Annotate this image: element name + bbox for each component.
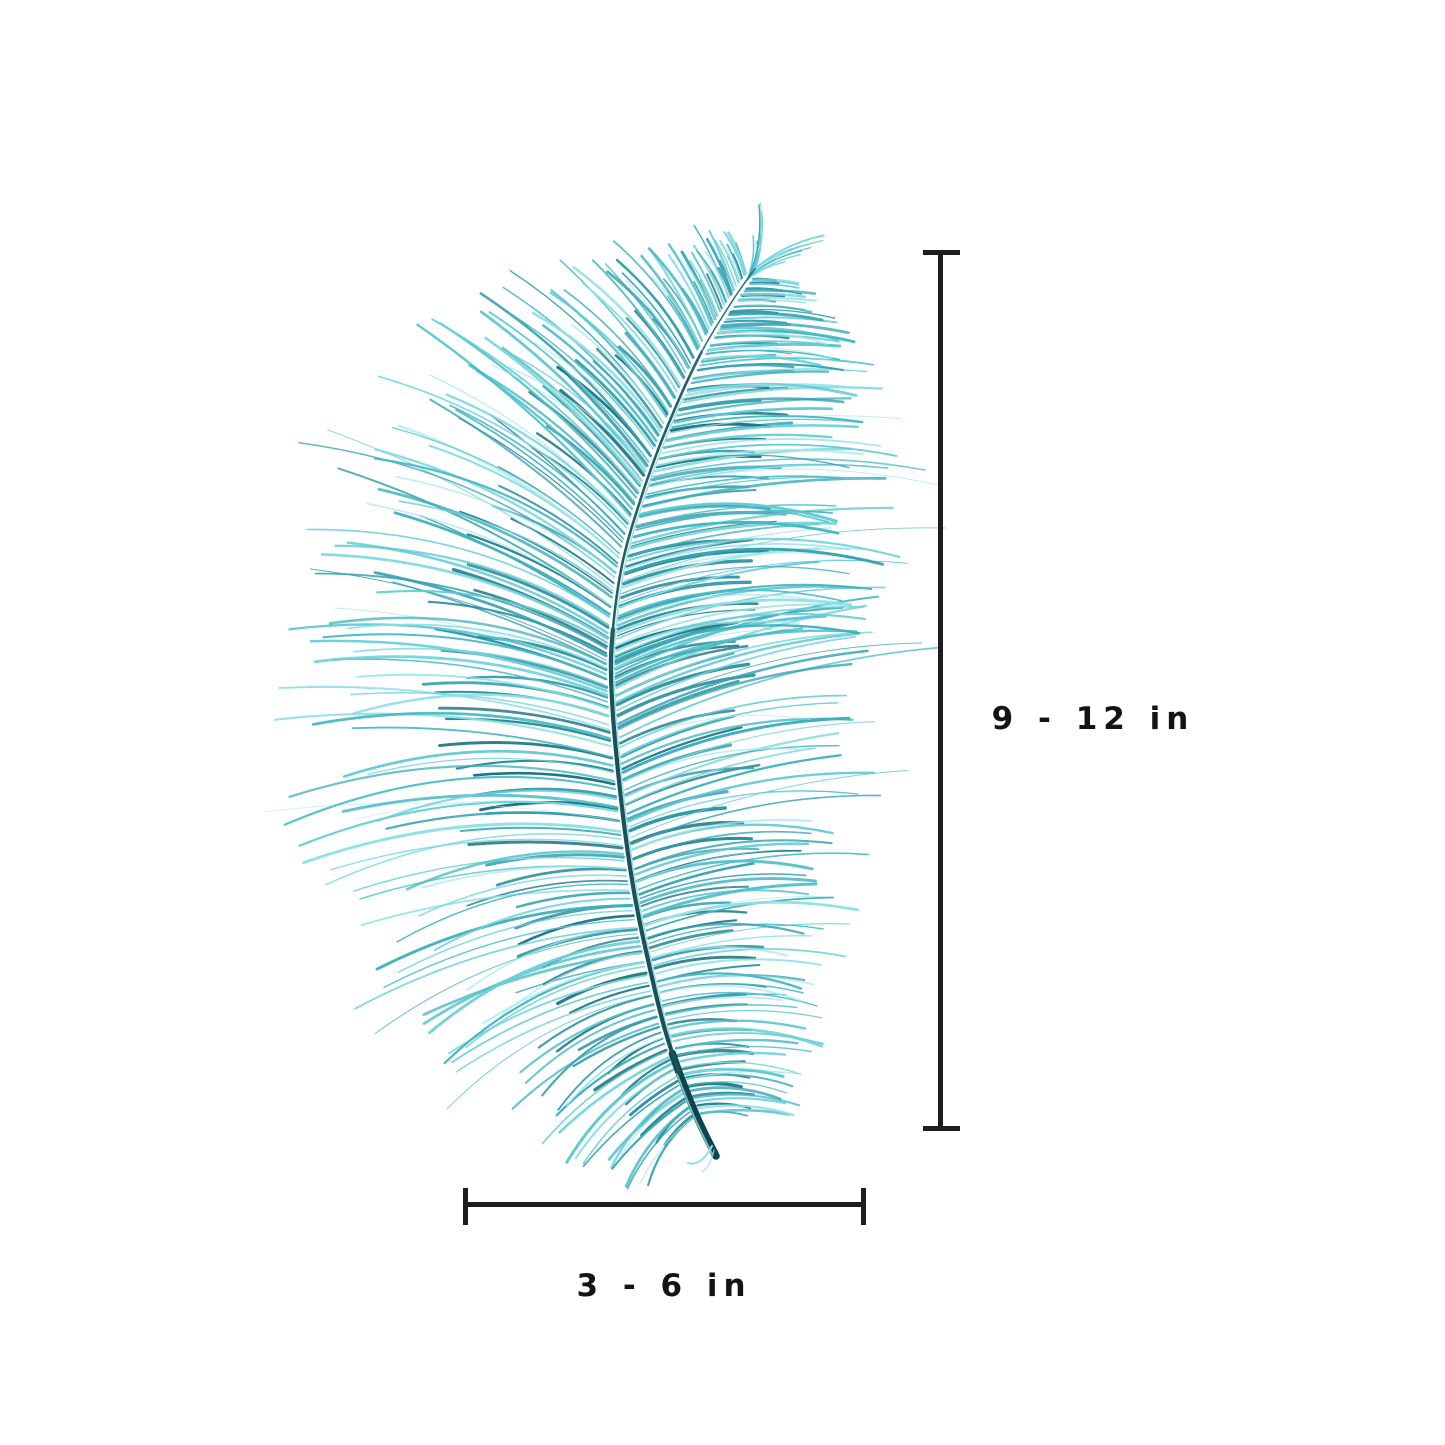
height-measure-cap-bottom [923,1126,960,1131]
feather-drawing-group [264,202,947,1190]
width-dimension-label: 3 - 6 in [576,1268,752,1304]
height-dimension-label: 9 - 12 in [991,701,1195,737]
width-measure-cap-right [861,1188,866,1225]
width-measure-line [463,1202,866,1207]
width-measure-cap-left [463,1188,468,1225]
height-measure-line [938,250,943,1131]
height-measure-cap-top [923,250,960,255]
